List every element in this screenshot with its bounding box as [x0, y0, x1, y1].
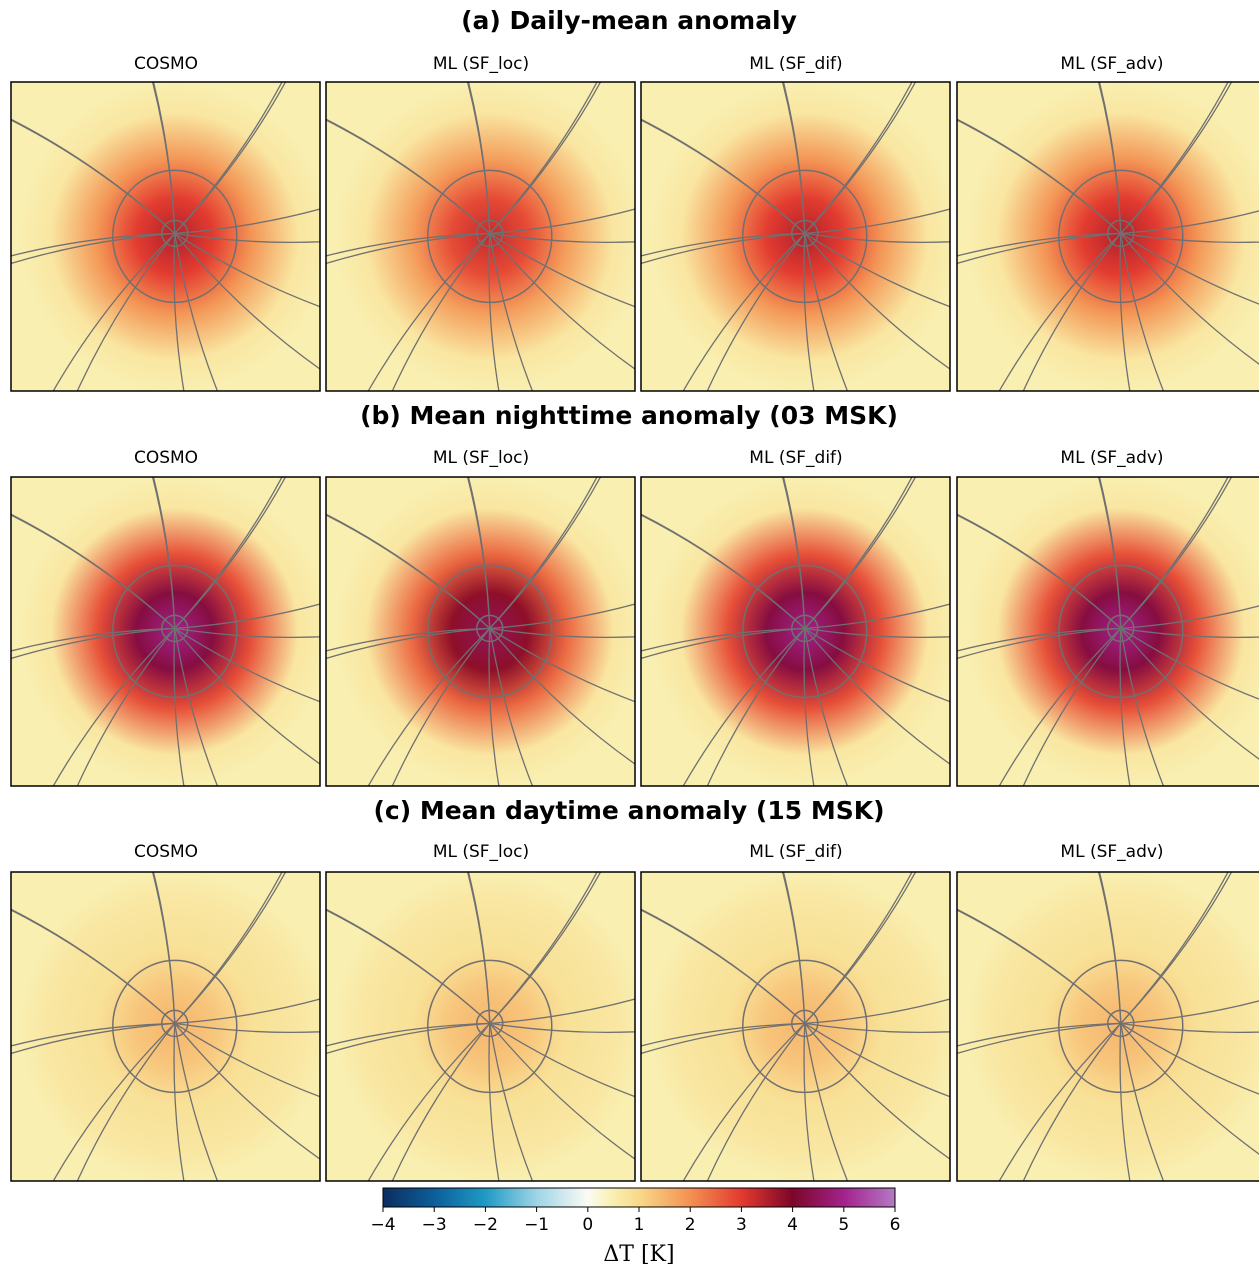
anomaly-field — [326, 477, 635, 786]
panel-title: ML (SF_adv) — [1060, 54, 1163, 74]
colorbar-tick-label: 6 — [890, 1215, 901, 1235]
colorbar-tick-label: 2 — [685, 1215, 696, 1235]
colorbar-tick-label: −3 — [422, 1215, 447, 1235]
figure: (a) Daily-mean anomaly COSMO ML (SF_loc) ML… — [0, 0, 1259, 1269]
section-title: (a) Daily-mean anomaly — [461, 6, 797, 35]
anomaly-field — [326, 82, 635, 391]
colorbar-tick-label: 5 — [838, 1215, 849, 1235]
anomaly-field — [641, 477, 950, 786]
anomaly-field — [11, 82, 320, 391]
colorbar-label: ΔT [K] — [603, 1242, 674, 1267]
panel-title: ML (SF_loc) — [433, 54, 529, 74]
colorbar-tick-label: −2 — [473, 1215, 498, 1235]
panel-title: COSMO — [134, 842, 198, 862]
panel-title: ML (SF_dif) — [749, 54, 842, 74]
anomaly-field — [641, 872, 950, 1181]
colorbar-tick-label: 3 — [736, 1215, 747, 1235]
panel-title: ML (SF_loc) — [433, 842, 529, 862]
panel-title: ML (SF_adv) — [1060, 842, 1163, 862]
panel-title: COSMO — [134, 448, 198, 468]
panel-title: ML (SF_adv) — [1060, 448, 1163, 468]
panel-title: ML (SF_dif) — [749, 842, 842, 862]
anomaly-field — [641, 82, 950, 391]
colorbar-tick-label: −1 — [524, 1215, 549, 1235]
colorbar-tick-label: 1 — [634, 1215, 645, 1235]
colorbar-tick-label: −4 — [370, 1215, 395, 1235]
panel-title: ML (SF_loc) — [433, 448, 529, 468]
section-title: (c) Mean daytime anomaly (15 MSK) — [373, 796, 884, 825]
colorbar-tick-label: 4 — [787, 1215, 798, 1235]
panel-title: ML (SF_dif) — [749, 448, 842, 468]
section-title: (b) Mean nighttime anomaly (03 MSK) — [360, 401, 898, 430]
anomaly-field — [11, 477, 320, 786]
panel-title: COSMO — [134, 54, 198, 74]
colorbar — [383, 1188, 895, 1207]
anomaly-field — [11, 872, 320, 1181]
anomaly-field — [326, 872, 635, 1181]
colorbar-tick-label: 0 — [582, 1215, 593, 1235]
